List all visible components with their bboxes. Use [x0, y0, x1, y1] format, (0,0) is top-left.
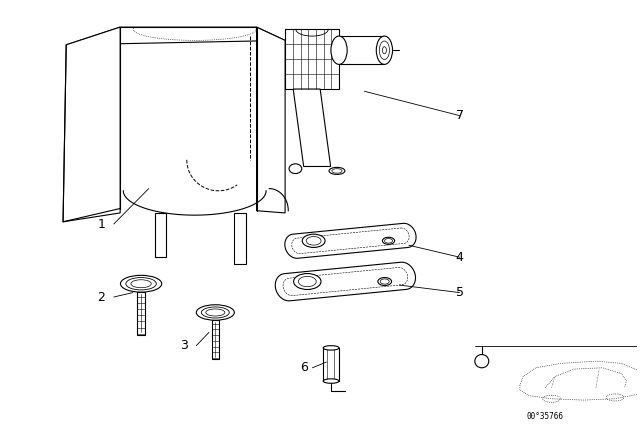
- Polygon shape: [63, 27, 120, 222]
- Ellipse shape: [289, 164, 301, 173]
- Text: 4: 4: [456, 251, 463, 264]
- Ellipse shape: [294, 274, 321, 289]
- Polygon shape: [323, 348, 339, 381]
- Polygon shape: [293, 89, 331, 167]
- Polygon shape: [257, 27, 285, 213]
- Polygon shape: [66, 27, 285, 45]
- Polygon shape: [285, 224, 416, 258]
- Ellipse shape: [331, 36, 347, 65]
- Text: 00°35766: 00°35766: [527, 412, 564, 421]
- Ellipse shape: [323, 379, 339, 383]
- Polygon shape: [211, 320, 219, 359]
- Ellipse shape: [323, 346, 339, 350]
- Polygon shape: [137, 292, 145, 335]
- Ellipse shape: [329, 168, 345, 174]
- Text: 2: 2: [97, 290, 105, 303]
- Text: 5: 5: [456, 286, 463, 299]
- Polygon shape: [275, 262, 415, 301]
- Polygon shape: [234, 213, 246, 264]
- Ellipse shape: [376, 36, 392, 65]
- Ellipse shape: [302, 234, 325, 247]
- Ellipse shape: [196, 305, 234, 320]
- Polygon shape: [155, 213, 166, 257]
- Text: 3: 3: [180, 339, 188, 352]
- Ellipse shape: [120, 276, 162, 292]
- Text: 7: 7: [456, 109, 463, 122]
- Ellipse shape: [383, 237, 395, 244]
- Text: 1: 1: [97, 217, 105, 231]
- Ellipse shape: [378, 277, 392, 285]
- Polygon shape: [285, 29, 339, 89]
- Text: 6: 6: [300, 361, 308, 374]
